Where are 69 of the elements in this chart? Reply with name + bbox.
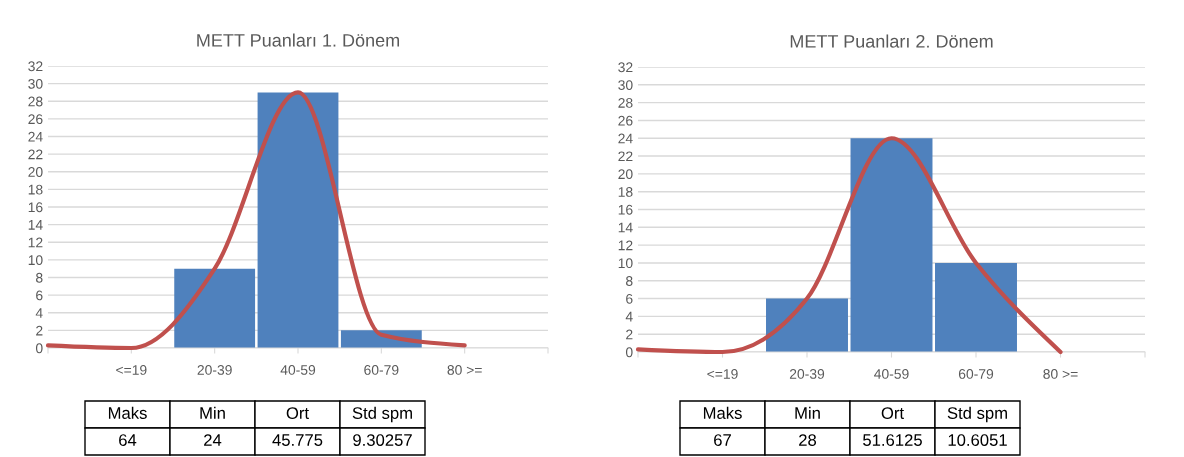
text: Ort: [881, 407, 904, 419]
text: Maks: [703, 406, 742, 419]
y-tick-label: 22: [28, 149, 43, 160]
y-tick-label: 10: [618, 258, 633, 269]
bar: [850, 138, 933, 352]
y-tick-label: 28: [618, 97, 633, 108]
y-tick-label: 10: [28, 255, 43, 266]
y-tick-label: 20: [618, 169, 633, 180]
text: Ort: [286, 407, 309, 419]
x-tick-label: 60-79: [364, 365, 399, 375]
text: 64: [119, 434, 137, 446]
text: 28: [799, 434, 817, 446]
bar: [935, 262, 1017, 352]
x-tick-label: 20-39: [197, 365, 232, 375]
y-tick-label: 6: [36, 290, 43, 301]
bar: [257, 92, 339, 348]
x-tick-label: <=19: [116, 365, 147, 375]
y-tick-label: 24: [28, 131, 43, 142]
y-tick-label: 30: [28, 78, 43, 89]
y-tick-label: 32: [28, 61, 43, 72]
y-tick-label: 2: [36, 325, 43, 336]
x-tick-label: 80 >=: [447, 365, 482, 375]
y-tick-label: 0: [35, 343, 43, 354]
text: Maks: [108, 406, 147, 419]
text: Std spm: [352, 406, 412, 423]
x-tick-label: 80 >=: [1043, 369, 1078, 379]
x-tick-label: <=19: [707, 369, 738, 379]
text: 24: [204, 434, 222, 446]
text: Min: [795, 406, 820, 419]
text: 45.775: [272, 434, 323, 446]
line-series: [635, 136, 1063, 355]
y-tick-label: 6: [626, 293, 633, 304]
y-tick-label: 32: [618, 62, 633, 73]
y-tick-label: 24: [618, 133, 633, 144]
y-tick-label: 26: [28, 114, 43, 125]
y-tick-label: 14: [28, 220, 43, 230]
text: Min: [200, 406, 225, 419]
y-tick-label: 0: [625, 347, 633, 358]
bar: [766, 298, 848, 352]
y-tick-label: 2: [626, 329, 633, 340]
y-tick-label: 30: [618, 80, 633, 90]
line-series: [45, 90, 467, 351]
y-tick-label: 20: [28, 167, 43, 177]
text: 10.6051: [948, 434, 1007, 446]
y-tick-label: 22: [618, 151, 633, 162]
y-tick-label: 18: [28, 184, 43, 195]
x-tick-label: 40-59: [874, 369, 909, 379]
y-tick-label: 28: [28, 96, 43, 107]
y-tick-label: 12: [618, 240, 633, 251]
y-tick-label: 12: [28, 237, 43, 248]
x-tick-label: 40-59: [280, 365, 316, 375]
y-tick-label: 16: [618, 204, 633, 215]
y-tick-label: 14: [618, 222, 633, 233]
chart-title: METT Puanları 1. Dönem: [197, 33, 400, 47]
x-tick-label: 20-39: [789, 369, 825, 379]
bar: [174, 268, 256, 348]
y-tick-label: 26: [618, 115, 633, 126]
y-tick-label: 4: [625, 311, 633, 322]
text: 67: [714, 434, 731, 446]
text: Std spm: [947, 406, 1007, 423]
y-tick-label: 16: [28, 202, 43, 213]
text: 51.6125: [863, 434, 922, 446]
y-tick-label: 8: [36, 272, 43, 283]
text: 9.30257: [353, 434, 412, 446]
y-tick-label: 18: [618, 187, 633, 197]
y-tick-label: 4: [35, 308, 43, 318]
y-tick-label: 8: [626, 276, 633, 286]
chart-title: METT Puanları 2. Dönem: [790, 34, 993, 48]
x-tick-label: 60-79: [958, 369, 994, 379]
